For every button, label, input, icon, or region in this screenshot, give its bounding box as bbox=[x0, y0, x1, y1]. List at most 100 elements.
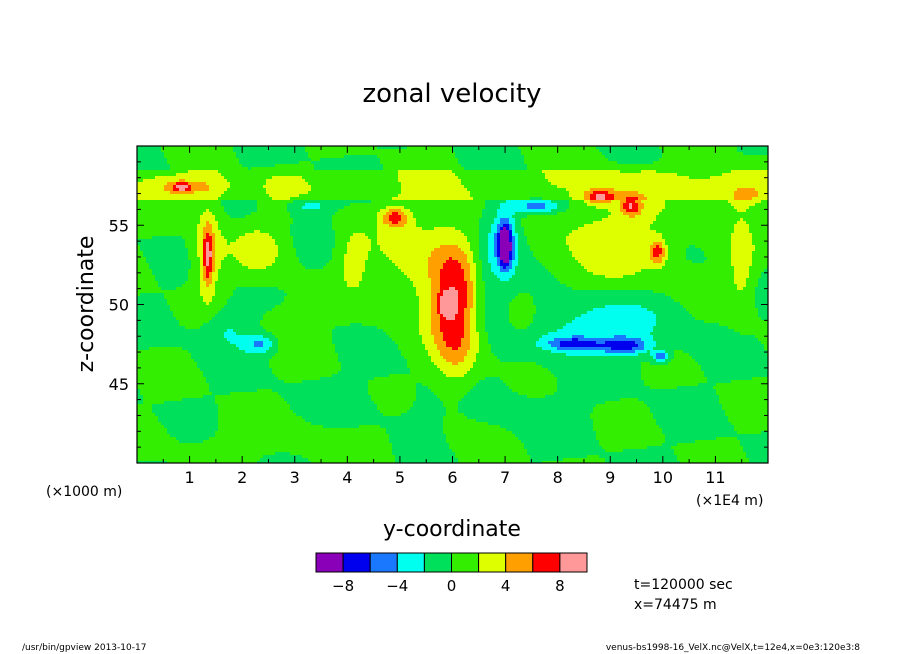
heat-cell bbox=[674, 191, 677, 194]
heat-cell bbox=[668, 203, 671, 206]
heat-cell bbox=[548, 185, 551, 188]
heat-cell bbox=[722, 167, 725, 170]
heat-cell bbox=[338, 176, 341, 179]
heat-cell bbox=[191, 170, 194, 173]
heat-cell bbox=[584, 182, 587, 185]
heat-cell bbox=[311, 197, 314, 200]
heat-cell bbox=[293, 188, 296, 191]
heat-cell bbox=[542, 164, 545, 167]
heat-cell bbox=[455, 152, 458, 155]
heat-cell bbox=[383, 152, 386, 155]
heat-cell bbox=[188, 164, 191, 167]
heat-cell bbox=[158, 206, 161, 209]
heat-cell bbox=[404, 161, 407, 164]
heat-cell bbox=[386, 203, 389, 206]
heat-cell bbox=[377, 152, 380, 155]
heat-cell bbox=[401, 176, 404, 179]
heat-cell bbox=[743, 203, 746, 206]
heat-cell bbox=[233, 191, 236, 194]
heat-cell bbox=[314, 149, 317, 152]
heat-cell bbox=[488, 164, 491, 167]
heat-cell bbox=[344, 164, 347, 167]
heat-cell bbox=[623, 206, 626, 209]
heat-cell bbox=[743, 149, 746, 152]
heat-cell bbox=[734, 209, 737, 212]
heat-cell bbox=[725, 155, 728, 158]
heat-cell bbox=[512, 185, 515, 188]
heat-cell bbox=[146, 182, 149, 185]
heat-cell bbox=[452, 206, 455, 209]
heat-cell bbox=[497, 152, 500, 155]
heat-cell bbox=[383, 176, 386, 179]
heat-cell bbox=[305, 158, 308, 161]
heat-cell bbox=[221, 149, 224, 152]
heat-cell bbox=[353, 197, 356, 200]
heat-cell bbox=[521, 176, 524, 179]
heat-cell bbox=[470, 197, 473, 200]
heat-cell bbox=[677, 206, 680, 209]
heat-cell bbox=[545, 212, 548, 215]
heat-cell bbox=[269, 182, 272, 185]
heat-cell bbox=[212, 158, 215, 161]
heat-cell bbox=[500, 155, 503, 158]
heat-cell bbox=[482, 185, 485, 188]
heat-cell bbox=[479, 191, 482, 194]
heat-cell bbox=[455, 191, 458, 194]
heat-cell bbox=[656, 194, 659, 197]
heat-cell bbox=[710, 173, 713, 176]
heat-cell bbox=[386, 152, 389, 155]
heat-cell bbox=[245, 191, 248, 194]
heat-cell bbox=[395, 197, 398, 200]
heat-cell bbox=[470, 164, 473, 167]
heat-cell bbox=[659, 191, 662, 194]
heat-cell bbox=[557, 182, 560, 185]
heat-cell bbox=[164, 191, 167, 194]
heat-cell bbox=[329, 155, 332, 158]
heat-cell bbox=[614, 188, 617, 191]
heat-cell bbox=[629, 158, 632, 161]
heat-cell bbox=[617, 182, 620, 185]
heat-cell bbox=[305, 209, 308, 212]
heat-cell bbox=[644, 185, 647, 188]
heat-cell bbox=[326, 167, 329, 170]
heat-cell bbox=[179, 149, 182, 152]
heat-cell bbox=[323, 182, 326, 185]
heat-cell bbox=[476, 203, 479, 206]
heat-cell bbox=[170, 206, 173, 209]
heat-cell bbox=[512, 200, 515, 203]
heat-cell bbox=[695, 158, 698, 161]
heat-cell bbox=[242, 194, 245, 197]
heat-cell bbox=[314, 188, 317, 191]
heat-cell bbox=[551, 161, 554, 164]
heat-cell bbox=[536, 203, 539, 206]
heat-cell bbox=[761, 206, 764, 209]
heat-cell bbox=[281, 152, 284, 155]
heat-cell bbox=[263, 206, 266, 209]
heat-cell bbox=[527, 167, 530, 170]
heat-cell bbox=[239, 158, 242, 161]
heat-cell bbox=[179, 155, 182, 158]
heat-cell bbox=[275, 161, 278, 164]
heat-cell bbox=[737, 164, 740, 167]
heat-cell bbox=[404, 209, 407, 212]
heat-cell bbox=[740, 152, 743, 155]
heat-cell bbox=[302, 191, 305, 194]
heat-cell bbox=[719, 170, 722, 173]
heat-cell bbox=[167, 194, 170, 197]
heat-cell bbox=[638, 197, 641, 200]
heat-cell bbox=[275, 194, 278, 197]
heat-cell bbox=[200, 194, 203, 197]
heat-cell bbox=[263, 170, 266, 173]
heat-cell bbox=[332, 155, 335, 158]
heat-cell bbox=[683, 155, 686, 158]
heat-cell bbox=[545, 176, 548, 179]
heat-cell bbox=[341, 206, 344, 209]
heat-cell bbox=[245, 149, 248, 152]
heat-cell bbox=[200, 164, 203, 167]
heat-cell bbox=[356, 158, 359, 161]
heat-cell bbox=[176, 173, 179, 176]
heat-cell bbox=[485, 158, 488, 161]
heat-cell bbox=[653, 173, 656, 176]
heat-cell bbox=[461, 188, 464, 191]
heat-cell bbox=[371, 197, 374, 200]
